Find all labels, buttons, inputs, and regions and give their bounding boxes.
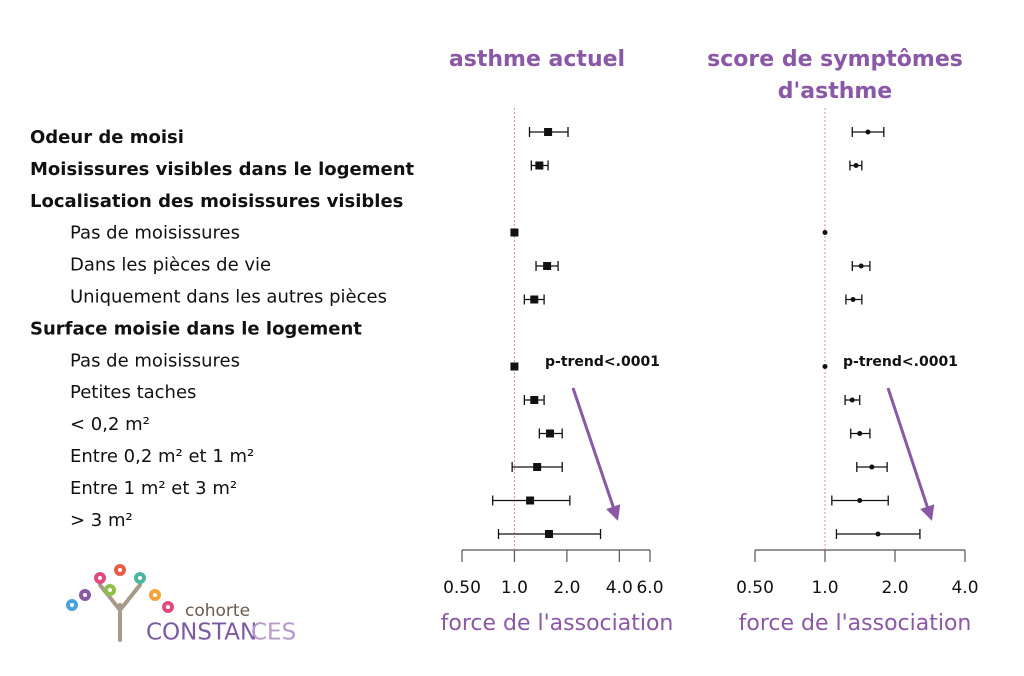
point <box>510 362 519 371</box>
row-label: Entre 1 m² et 3 m² <box>70 478 237 499</box>
chart-title: score de symptômes <box>707 47 963 72</box>
row-label: Pas de moisissures <box>70 223 240 244</box>
point <box>535 161 544 170</box>
row-label: Odeur de moisi <box>30 127 184 148</box>
x-tick-label: 1.0 <box>501 578 528 598</box>
point <box>533 463 542 471</box>
point <box>543 262 552 270</box>
point <box>510 228 519 237</box>
x-tick-label: 2.0 <box>881 578 908 598</box>
point <box>849 397 855 403</box>
point <box>875 531 881 537</box>
point <box>530 396 539 404</box>
point <box>546 429 555 438</box>
x-axis-label: force de l'association <box>441 611 674 636</box>
annotation: p-trend<.0001 <box>545 354 660 370</box>
x-tick-label: 4.0 <box>951 578 978 598</box>
row-label: Uniquement dans les autres pièces <box>70 287 387 308</box>
x-tick-label: 4.0 <box>606 578 633 598</box>
chart-title: asthme actuel <box>449 47 625 72</box>
row-label: Petites taches <box>70 382 196 403</box>
point <box>822 364 828 369</box>
logo-text: cohorte <box>185 601 250 621</box>
row-label: Entre 0,2 m² et 1 m² <box>70 446 254 467</box>
annotation: p-trend<.0001 <box>843 354 958 370</box>
row-label: Moisissures visibles dans le logement <box>30 159 415 180</box>
row-label: < 0,2 m² <box>70 414 150 435</box>
point <box>526 496 535 505</box>
logo: cohorte CONSTAN CES <box>66 564 296 646</box>
x-axis-label: force de l'association <box>739 611 972 636</box>
point <box>545 530 554 538</box>
point <box>858 263 864 269</box>
x-tick-label: 2.0 <box>553 578 580 598</box>
point <box>857 498 863 503</box>
x-tick-label: 1.0 <box>811 578 838 598</box>
point <box>857 431 863 436</box>
row-label: Dans les pièces de vie <box>70 255 271 276</box>
row-label: Localisation des moisissures visibles <box>30 191 403 212</box>
x-tick-label: 6.0 <box>636 578 663 598</box>
logo-text: CES <box>251 620 296 646</box>
trend-arrow <box>886 387 935 521</box>
point <box>853 163 859 168</box>
point <box>869 464 875 470</box>
row-label: Surface moisie dans le logement <box>30 318 362 339</box>
trend-arrow <box>571 387 621 521</box>
point <box>850 297 856 302</box>
chart-title: d'asthme <box>778 79 892 104</box>
row-label: Pas de moisissures <box>70 350 240 371</box>
logo-text: CONSTAN <box>146 620 257 646</box>
point <box>530 295 539 304</box>
point <box>865 129 871 135</box>
point <box>544 128 553 136</box>
x-tick-label: 0.50 <box>736 578 774 598</box>
row-label: > 3 m² <box>70 510 133 531</box>
point <box>822 230 828 235</box>
x-tick-label: 0.50 <box>443 578 481 598</box>
